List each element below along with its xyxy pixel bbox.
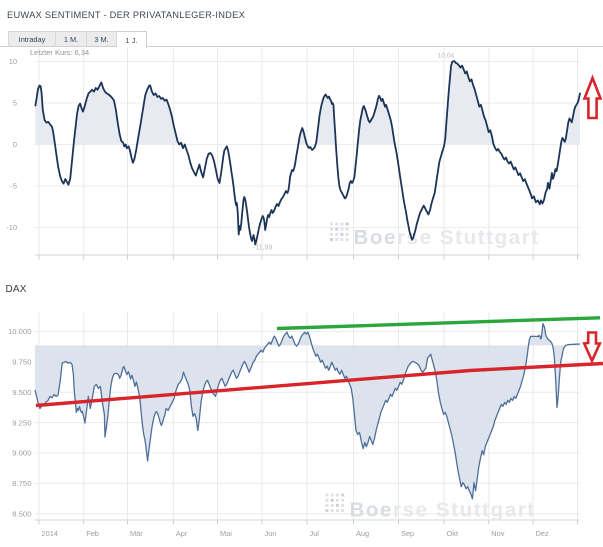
svg-text:Okt: Okt xyxy=(447,529,459,538)
svg-text:Boerse Stuttgart: Boerse Stuttgart xyxy=(354,226,540,249)
svg-text:10: 10 xyxy=(9,57,17,66)
svg-text:Apr: Apr xyxy=(176,529,188,538)
svg-text:Jul: Jul xyxy=(310,529,320,538)
svg-text:-10: -10 xyxy=(6,223,17,232)
svg-text:8.750: 8.750 xyxy=(12,479,31,488)
svg-text:Aug: Aug xyxy=(356,529,369,538)
svg-text:Feb: Feb xyxy=(86,529,99,538)
svg-text:-5: -5 xyxy=(10,182,17,191)
svg-text:9.250: 9.250 xyxy=(12,418,31,427)
svg-text:Nov: Nov xyxy=(491,529,504,538)
svg-text:Boerse Stuttgart: Boerse Stuttgart xyxy=(350,499,536,522)
svg-text:5: 5 xyxy=(13,99,17,108)
svg-text:Letzter Kurs: 6,34: Letzter Kurs: 6,34 xyxy=(30,48,89,57)
svg-text:0: 0 xyxy=(13,140,17,149)
svg-text:8.500: 8.500 xyxy=(12,510,31,519)
svg-text:Mär: Mär xyxy=(130,529,143,538)
svg-text:Jun: Jun xyxy=(265,529,277,538)
svg-text:9.500: 9.500 xyxy=(12,388,31,397)
svg-text:10.000: 10.000 xyxy=(8,327,32,336)
svg-text:Sep: Sep xyxy=(401,529,414,538)
svg-text:10,04: 10,04 xyxy=(438,53,455,60)
svg-text:9.750: 9.750 xyxy=(12,358,31,367)
svg-text:-11,99: -11,99 xyxy=(253,245,272,252)
svg-text:Dez: Dez xyxy=(536,529,549,538)
svg-text:2014: 2014 xyxy=(42,529,58,538)
svg-text:9.000: 9.000 xyxy=(12,449,31,458)
svg-text:Mai: Mai xyxy=(220,529,232,538)
